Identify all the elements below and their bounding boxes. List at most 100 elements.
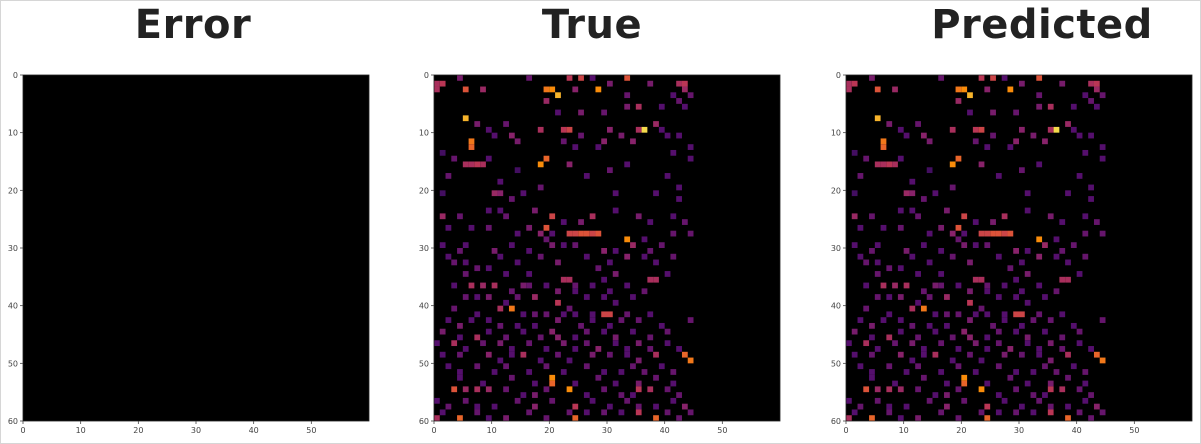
heatmap-cell [863,305,870,312]
heatmap-cell [497,178,504,185]
heatmap-cell [601,138,607,145]
heatmap-cell [863,155,870,162]
heatmap-cell [915,271,921,277]
heatmap-cell [961,213,968,220]
heatmap-cell [630,138,636,145]
heatmap-cell [1047,340,1054,347]
heatmap-cell [578,109,584,116]
heatmap-cell [1053,369,1060,375]
heatmap-cell [618,369,625,375]
heatmap-cell [462,161,469,168]
heatmap-cell [897,224,904,231]
heatmap-cell [445,317,452,323]
heatmap-cell [886,265,893,272]
heatmap-cell [1053,288,1060,295]
heatmap-cell [1030,392,1037,398]
heatmap-cell [978,126,985,133]
y-tick-label: 30 [831,244,841,253]
heatmap-cell [572,311,579,318]
heatmap-cell [445,363,452,370]
heatmap-cell [1047,403,1054,410]
heatmap-cell [451,282,458,289]
heatmap-cell [1036,236,1043,243]
heatmap-cell [526,409,533,416]
heatmap-cell [624,103,631,110]
heatmap-cell [647,219,654,225]
heatmap-cell [601,386,607,393]
heatmap-cell [635,409,642,416]
heatmap-cell [1082,253,1089,260]
heatmap-cell [967,109,973,116]
heatmap-cell [1059,276,1066,283]
heatmap-cell [462,115,469,122]
heatmap-cell [543,363,550,370]
heatmap-cell [664,409,671,416]
heatmap-cell [601,276,607,283]
heatmap-cell [560,219,567,225]
y-tick-label: 50 [419,359,429,368]
x-tick-label: 10 [899,426,909,435]
heatmap-cell [612,380,619,387]
heatmap-cell [537,357,544,364]
heatmap-cell [926,167,933,174]
heatmap-cell [1059,311,1066,318]
heatmap-cell [578,230,584,237]
y-tick-label: 10 [419,129,429,138]
heatmap-cell [595,265,602,272]
heatmap-cell [462,346,469,352]
heatmap-cell [514,138,521,145]
heatmap-cell [920,242,927,248]
heatmap-cell [909,357,916,364]
heatmap-cell [583,253,590,260]
heatmap-cell [681,403,688,410]
heatmap-cell [1036,161,1043,168]
heatmap-cell [566,161,573,168]
heatmap-cell [532,322,538,329]
heatmap-cell [572,334,579,341]
heatmap-cell [1093,80,1100,87]
heatmap-cell [1030,409,1037,416]
y-tick-label: 60 [419,417,429,426]
heatmap-cell [537,184,544,191]
heatmap-cell [972,138,979,145]
heatmap-cell [566,126,573,133]
heatmap-cell [851,409,858,416]
heatmap-cell [1099,409,1106,416]
heatmap-cell [984,403,991,410]
heatmap-cell [560,276,567,283]
heatmap-cell [863,386,870,393]
heatmap-cell [1047,357,1054,364]
x-tick-label: 30 [1014,426,1024,435]
heatmap-cell [1065,190,1071,197]
heatmap-cell [635,213,642,220]
heatmap-cell [903,190,910,197]
heatmap-cell [1013,409,1019,416]
heatmap-cell [532,294,538,300]
heatmap-cell [874,346,881,352]
heatmap-cell [1013,328,1019,335]
heatmap-cell [451,259,458,266]
heatmap-cell [595,86,602,93]
heatmap-cell [514,167,521,174]
heatmap-cell [995,392,1002,398]
heatmap-cell [857,317,864,323]
heatmap-cell [972,369,979,375]
heatmap-cell [503,271,509,277]
heatmap-cell [520,190,527,197]
heatmap-cell [920,196,927,202]
heatmap-cell [595,346,602,352]
heatmap-cell [1024,299,1031,306]
heatmap-cell [984,242,991,248]
heatmap-cell [670,213,677,220]
heatmap-cell [1093,351,1100,358]
heatmap-cell [915,363,921,370]
heatmap-cell [1088,346,1094,352]
heatmap-cell [880,161,887,168]
heatmap-cell [653,351,659,358]
heatmap-cell [1013,386,1019,393]
heatmap-cell [915,415,921,421]
heatmap-cell [1036,397,1043,404]
heatmap-cell [491,282,498,289]
heatmap-cell [624,75,631,81]
heatmap-cell [1019,322,1025,329]
